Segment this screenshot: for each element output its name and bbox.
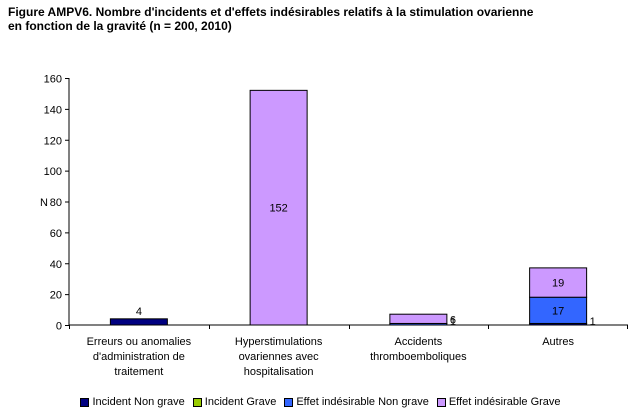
legend-label: Effet indésirable Grave <box>448 396 561 408</box>
y-tick-label: 0 <box>56 321 62 333</box>
y-tick-label: 100 <box>44 166 62 178</box>
legend-item: Effet indésirable Non grave <box>284 396 429 408</box>
y-tick-label: 120 <box>44 135 62 147</box>
data-label: 19 <box>552 278 564 290</box>
x-tick-label-line: hospitalisation <box>244 366 314 378</box>
y-tick-label: 140 <box>44 104 62 116</box>
data-label: 4 <box>136 306 142 318</box>
y-tick-label: 60 <box>50 228 62 240</box>
legend-item: Incident Grave <box>192 396 277 408</box>
legend-label: Incident Non grave <box>92 396 185 408</box>
legend-swatch <box>80 397 90 407</box>
data-label: 17 <box>552 305 564 317</box>
bar-segment <box>529 296 588 324</box>
data-label: 6 <box>450 314 456 326</box>
x-tick-label-line: Autres <box>542 336 574 348</box>
legend-item: Effet indésirable Grave <box>436 396 561 408</box>
y-tick-label: 40 <box>50 259 62 271</box>
x-tick-label-line: Hyperstimulations <box>235 336 323 348</box>
data-label: 1 <box>590 316 596 328</box>
x-tick-label-line: ovariennes avec <box>239 351 320 363</box>
x-tick-label-line: Erreurs ou anomalies <box>87 336 192 348</box>
x-tick-label-line: traitement <box>114 366 163 378</box>
legend-item: Incident Non grave <box>80 396 185 408</box>
bar-segment <box>109 318 168 326</box>
x-tick-label-line: thromboemboliques <box>370 351 467 363</box>
y-axis-label: N <box>40 197 48 209</box>
x-tick-label-line: Accidents <box>395 336 443 348</box>
legend-swatch <box>192 397 202 407</box>
legend-swatch <box>436 397 446 407</box>
chart-legend: Incident Non grave Incident Grave Effet in… <box>0 396 641 408</box>
data-label: 152 <box>269 203 287 215</box>
x-tick-label: Hyperstimulations ovariennes avec hospital… <box>235 336 323 378</box>
legend-label: Effet indésirable Non grave <box>296 396 429 408</box>
y-tick-label: 160 <box>44 74 62 86</box>
x-tick-label: Erreurs ou anomalies d'administration de t… <box>87 336 192 378</box>
bar-segment <box>529 267 588 298</box>
x-tick-label-line: d'administration de <box>93 351 185 363</box>
bar-segment <box>249 89 308 326</box>
data-label: 1 <box>450 316 456 328</box>
bar-segment <box>389 313 448 324</box>
y-tick-label: 20 <box>50 290 62 302</box>
x-tick-label: Accidents thromboemboliques <box>370 336 467 363</box>
y-tick-label: 80 <box>50 197 62 209</box>
x-tick-label: Autres <box>542 336 574 348</box>
legend-label: Incident Grave <box>204 396 277 408</box>
chart-title: Figure AMPV6. Nombre d'incidents et d'ef… <box>8 5 534 33</box>
legend-swatch <box>284 397 294 407</box>
